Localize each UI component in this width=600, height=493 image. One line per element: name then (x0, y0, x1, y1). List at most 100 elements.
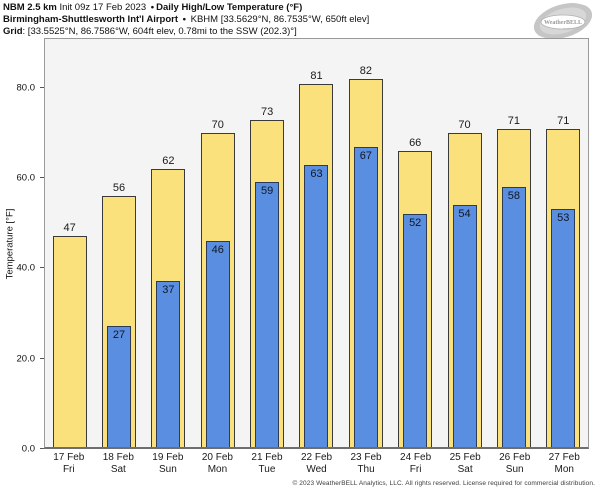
x-tick-date: 23 Feb (350, 452, 382, 463)
high-temp-value: 71 (507, 114, 521, 127)
x-tick-day: Wed (306, 464, 327, 475)
header-line-3: Grid: [33.5525°N, 86.7586°W, 604ft elev,… (3, 26, 369, 38)
high-temp-value: 56 (112, 181, 126, 194)
x-tick-date: 21 Feb (251, 452, 283, 463)
init-time: Init 09z 17 Feb 2023 (56, 2, 149, 13)
x-tick-label: 23 Feb Thu (341, 452, 391, 476)
low-temp-value: 59 (260, 185, 274, 198)
copyright-text: © 2023 WeatherBELL Analytics, LLC. All r… (292, 480, 595, 487)
x-tick-date: 20 Feb (201, 452, 233, 463)
station-name: Birmingham-Shuttlesworth Int'l Airport (3, 14, 179, 25)
plot-area: 47 56 27 62 37 70 46 73 59 81 63 82 67 66 52 70 54 71 58 71… (44, 38, 589, 449)
x-tick-label: 24 Feb Fri (391, 452, 441, 476)
x-axis-labels: 17 Feb Fri 18 Feb Sat 19 Feb Sun 20 Feb Mon 21 F… (44, 452, 589, 476)
y-tick-label: 20.0 (16, 353, 36, 365)
x-tick-date: 24 Feb (400, 452, 432, 463)
station-coords: KBHM [33.5629°N, 86.7535°W, 650ft elev] (190, 14, 370, 25)
x-tick-label: 18 Feb Sat (94, 452, 144, 476)
x-tick-date: 17 Feb (53, 452, 85, 463)
y-tick-mark (40, 86, 44, 88)
bar-group-18-feb: 56 27 (94, 39, 143, 447)
bullet-separator: • (150, 2, 155, 13)
x-tick-label: 22 Feb Wed (292, 452, 342, 476)
x-tick-date: 22 Feb (300, 452, 333, 463)
high-temp-value: 66 (409, 137, 422, 150)
bars: 47 56 27 62 37 70 46 73 59 81 63 82 67 66 52 70 54 71 58 71… (45, 39, 588, 447)
chart-header: NBM 2.5 km Init 09z 17 Feb 2023 • Daily H… (3, 2, 369, 38)
high-temp-bar: 47 (52, 222, 87, 447)
high-temp-value: 62 (162, 155, 175, 168)
high-temp-value: 81 (310, 69, 323, 82)
header-line-1: NBM 2.5 km Init 09z 17 Feb 2023 • Daily H… (3, 2, 369, 14)
bar-group-25-feb: 70 54 (440, 39, 489, 447)
x-tick-day: Thu (357, 464, 375, 475)
y-axis: Temperature [°F] 0.0 20.0 40.0 60.0 80.0 (0, 38, 44, 455)
weatherbell-logo-icon: WeatherBELL Analytics LLC (530, 2, 596, 40)
high-temp-value: 70 (458, 119, 471, 132)
grid-label: Grid (3, 26, 23, 37)
model-name: NBM 2.5 km (3, 2, 57, 13)
logo-text: WeatherBELL (544, 20, 582, 26)
low-temp-bar: 52 (403, 213, 428, 447)
bullet-separator: • (182, 14, 186, 25)
x-tick-day: Sat (457, 464, 473, 475)
high-temp-value: 82 (359, 65, 372, 78)
high-temp-value: 70 (211, 119, 224, 132)
low-temp-bar: 46 (205, 240, 230, 447)
bar-group-19-feb: 62 37 (144, 39, 193, 447)
y-axis-title: Temperature [°F] (4, 208, 16, 279)
x-tick-label: 17 Feb Fri (44, 452, 94, 476)
low-temp-value: 53 (557, 212, 570, 225)
low-temp-value: 58 (507, 189, 521, 202)
low-temp-bar: 58 (501, 186, 526, 447)
bar-group-17-feb: 47 (45, 39, 94, 447)
high-temp-value: 71 (557, 114, 570, 127)
low-temp-value: 54 (458, 207, 471, 220)
high-temp-value: 73 (260, 105, 274, 118)
x-tick-date: 26 Feb (499, 452, 531, 463)
x-tick-label: 21 Feb Tue (242, 452, 292, 476)
x-tick-date: 27 Feb (548, 452, 580, 463)
bar-group-23-feb: 82 67 (341, 39, 390, 447)
low-temp-bar: 63 (304, 164, 329, 447)
x-tick-day: Sun (505, 464, 524, 475)
y-tick-mark (40, 448, 44, 449)
low-temp-bar: 37 (156, 281, 181, 447)
x-tick-day: Mon (207, 464, 228, 475)
low-temp-value: 27 (112, 328, 126, 341)
low-temp-bar: 27 (107, 325, 132, 447)
y-tick-label: 40.0 (16, 262, 36, 274)
low-temp-value: 37 (162, 284, 175, 297)
bar-group-20-feb: 70 46 (193, 39, 242, 447)
x-tick-day: Fri (409, 464, 422, 475)
bar-group-21-feb: 73 59 (242, 39, 291, 447)
bar-group-26-feb: 71 58 (489, 39, 538, 447)
x-tick-day: Sat (110, 464, 126, 475)
low-temp-value: 52 (409, 216, 422, 229)
x-tick-day: Fri (62, 464, 75, 475)
x-tick-date: 25 Feb (449, 452, 481, 463)
low-temp-bar: 53 (551, 209, 576, 447)
low-temp-bar: 67 (353, 146, 378, 447)
grid-coords: : [33.5525°N, 86.7586°W, 604ft elev, 0.7… (22, 26, 297, 37)
y-tick-label: 80.0 (16, 82, 36, 94)
low-temp-value: 46 (211, 243, 224, 256)
x-tick-label: 19 Feb Sun (143, 452, 193, 476)
bar-group-24-feb: 66 52 (391, 39, 440, 447)
y-tick-mark (40, 267, 44, 269)
high-temp-value: 47 (63, 222, 76, 235)
y-tick-mark (40, 177, 44, 179)
low-temp-value: 63 (310, 167, 323, 180)
y-tick-label: 60.0 (16, 172, 36, 184)
x-tick-date: 18 Feb (102, 452, 134, 463)
x-tick-label: 25 Feb Sat (440, 452, 490, 476)
x-tick-day: Mon (554, 464, 574, 475)
low-temp-bar: 59 (255, 182, 280, 447)
y-tick-label: 0.0 (21, 443, 35, 455)
chart-title: Daily High/Low Temperature (°F) (156, 2, 303, 13)
header-line-2: Birmingham-Shuttlesworth Int'l Airport •… (3, 14, 369, 26)
x-tick-day: Tue (258, 464, 276, 475)
low-temp-value: 67 (359, 149, 372, 162)
x-tick-day: Sun (158, 464, 177, 475)
x-tick-date: 19 Feb (152, 452, 184, 463)
